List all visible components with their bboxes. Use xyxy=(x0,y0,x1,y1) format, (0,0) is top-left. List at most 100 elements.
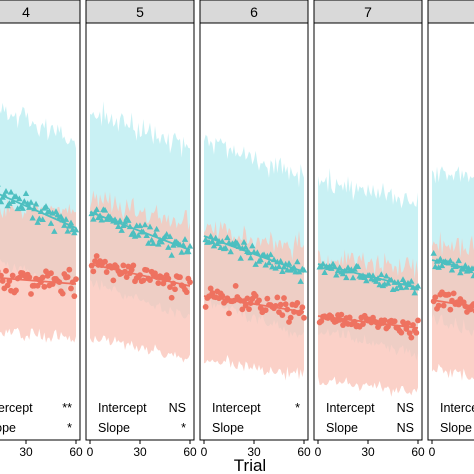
x-tick-label: 30 xyxy=(247,445,261,459)
data-point-circle xyxy=(26,274,33,281)
data-point-triangle xyxy=(438,262,446,269)
data-point-triangle xyxy=(170,242,177,248)
data-point-circle xyxy=(207,285,214,292)
data-point-triangle xyxy=(27,199,35,205)
data-point-circle xyxy=(0,269,1,273)
x-tick-label: 0 xyxy=(87,445,94,459)
data-point-circle xyxy=(187,279,193,286)
data-point-triangle xyxy=(186,242,194,249)
data-point-circle xyxy=(71,293,78,300)
data-point-circle xyxy=(432,294,439,301)
data-point-triangle xyxy=(90,215,97,222)
data-point-triangle xyxy=(460,265,467,272)
data-point-triangle xyxy=(143,232,150,239)
data-point-triangle xyxy=(237,255,244,261)
x-tick-label: 60 xyxy=(69,445,83,459)
data-point-triangle xyxy=(272,264,279,271)
data-point-triangle xyxy=(153,225,160,232)
data-point-triangle xyxy=(411,289,418,296)
data-point-triangle xyxy=(435,264,442,270)
data-point-triangle xyxy=(393,285,400,292)
data-point-triangle xyxy=(0,185,1,187)
stat-significance: NS xyxy=(397,401,414,415)
facet-strip-label: 7 xyxy=(364,4,372,20)
data-point-circle xyxy=(167,284,173,291)
facet-panel: InterceptSlope03060 xyxy=(427,0,474,459)
data-point-triangle xyxy=(334,267,342,274)
data-point-triangle xyxy=(0,198,5,205)
data-point-triangle xyxy=(275,263,283,270)
data-point-triangle xyxy=(363,277,370,284)
data-point-triangle xyxy=(21,198,28,204)
stat-label: Slope xyxy=(0,421,16,435)
data-point-triangle xyxy=(295,268,303,275)
panel-plot-area: Intercept Slope xyxy=(430,166,474,435)
data-point-triangle xyxy=(455,257,462,264)
facet-panel: Intercept NS Slope * 5 0 30 60 xyxy=(85,0,197,459)
data-point-triangle xyxy=(343,274,350,281)
data-point-triangle xyxy=(210,242,218,249)
data-point-triangle xyxy=(462,262,469,268)
data-point-triangle xyxy=(378,271,385,277)
data-point-circle xyxy=(73,276,79,283)
stat-significance: ** xyxy=(62,401,72,415)
data-point-circle xyxy=(66,266,73,273)
data-point-circle xyxy=(43,268,49,275)
data-point-triangle xyxy=(279,268,286,274)
x-tick-label: 30 xyxy=(133,445,147,459)
data-point-circle xyxy=(252,292,259,299)
data-point-circle xyxy=(102,258,108,265)
data-point-triangle xyxy=(34,219,41,225)
stat-significance: * xyxy=(181,421,186,435)
data-point-triangle xyxy=(29,214,36,221)
data-point-triangle xyxy=(185,248,192,255)
stat-significance: NS xyxy=(397,421,414,435)
data-point-circle xyxy=(59,290,66,297)
facet-strip xyxy=(0,0,81,24)
stat-label: Intercept xyxy=(326,401,375,415)
salmon-trend-line xyxy=(431,299,474,308)
data-point-circle xyxy=(447,306,454,313)
x-tick-label: 60 xyxy=(297,445,311,459)
facet-strip xyxy=(313,0,423,24)
data-point-triangle xyxy=(224,234,231,241)
data-point-triangle xyxy=(116,217,124,224)
data-point-circle xyxy=(279,312,286,319)
data-point-triangle xyxy=(42,203,50,209)
data-point-triangle xyxy=(12,193,20,199)
data-point-triangle xyxy=(264,252,271,259)
stat-label: Slope xyxy=(212,421,244,435)
data-point-triangle xyxy=(294,258,301,265)
facet-panels: Intercept**Slope*403060InterceptNSSlope*… xyxy=(0,0,474,459)
stat-label: Intercept xyxy=(212,401,261,415)
salmon-trend-line xyxy=(0,277,77,285)
data-point-circle xyxy=(4,282,11,289)
x-tick-label: 0 xyxy=(315,445,322,459)
data-point-triangle xyxy=(260,251,268,258)
data-point-triangle xyxy=(349,274,357,281)
data-point-triangle xyxy=(150,240,157,246)
data-point-circle xyxy=(123,274,130,280)
data-point-circle xyxy=(68,285,74,292)
data-point-triangle xyxy=(398,284,405,291)
data-point-circle xyxy=(183,289,190,296)
teal-trend-line xyxy=(0,193,77,229)
data-point-circle xyxy=(0,272,4,279)
data-point-triangle xyxy=(2,188,10,194)
data-point-triangle xyxy=(71,229,78,236)
data-point-triangle xyxy=(22,190,30,197)
data-point-triangle xyxy=(62,216,70,222)
data-point-circle xyxy=(177,274,183,281)
data-point-circle xyxy=(168,294,175,301)
salmon-ribbon xyxy=(0,198,76,343)
data-point-triangle xyxy=(46,208,53,214)
data-point-circle xyxy=(9,272,16,279)
data-point-triangle xyxy=(166,233,174,240)
data-point-triangle xyxy=(247,254,254,261)
data-point-triangle xyxy=(9,198,16,205)
panel-plot-area: Intercept NS Slope NS xyxy=(316,167,422,435)
data-point-circle xyxy=(299,304,306,311)
data-point-circle xyxy=(408,334,415,341)
data-point-circle xyxy=(398,329,405,336)
